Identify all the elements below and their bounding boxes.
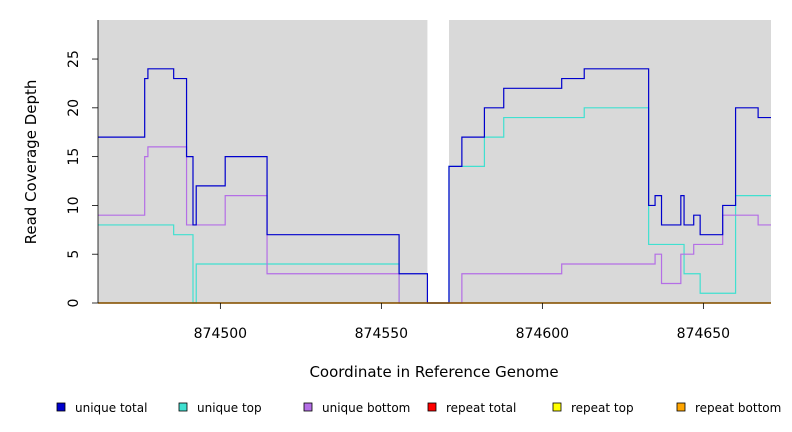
x-tick-label: 874550 (355, 326, 408, 342)
y-tick-label: 10 (66, 196, 82, 214)
series-line-unique-bottom (98, 146, 771, 304)
legend: unique total unique top unique bottom repea… (56, 401, 781, 415)
legend-label: unique bottom (322, 401, 410, 415)
x-axis-label: Coordinate in Reference Genome (309, 363, 558, 381)
y-tick-label: 20 (66, 99, 82, 117)
axes-layer: 874500 874550 874600 874650 0 5 10 15 20 25 (66, 20, 771, 342)
x-tick-label: 874600 (516, 326, 569, 342)
legend-swatch (56, 402, 66, 412)
legend-label: repeat total (446, 401, 516, 415)
legend-swatch (552, 402, 562, 412)
legend-label: unique top (197, 401, 262, 415)
y-tick-label: 5 (66, 250, 82, 259)
legend-label: repeat bottom (695, 401, 781, 415)
x-tick-label: 874500 (194, 326, 247, 342)
y-tick-label: 25 (66, 50, 82, 68)
gap-region (427, 20, 449, 303)
y-tick-label: 0 (66, 299, 82, 308)
legend-label: unique total (75, 401, 147, 415)
y-axis-label: Read Coverage Depth (22, 80, 40, 245)
x-tick-label: 874650 (677, 326, 730, 342)
legend-swatch (427, 402, 437, 412)
legend-swatch (676, 402, 686, 412)
legend-swatch (303, 402, 313, 412)
series-line-unique-total (98, 68, 771, 304)
y-tick-label: 15 (66, 148, 82, 166)
legend-swatch (178, 402, 188, 412)
legend-label: repeat top (571, 401, 634, 415)
